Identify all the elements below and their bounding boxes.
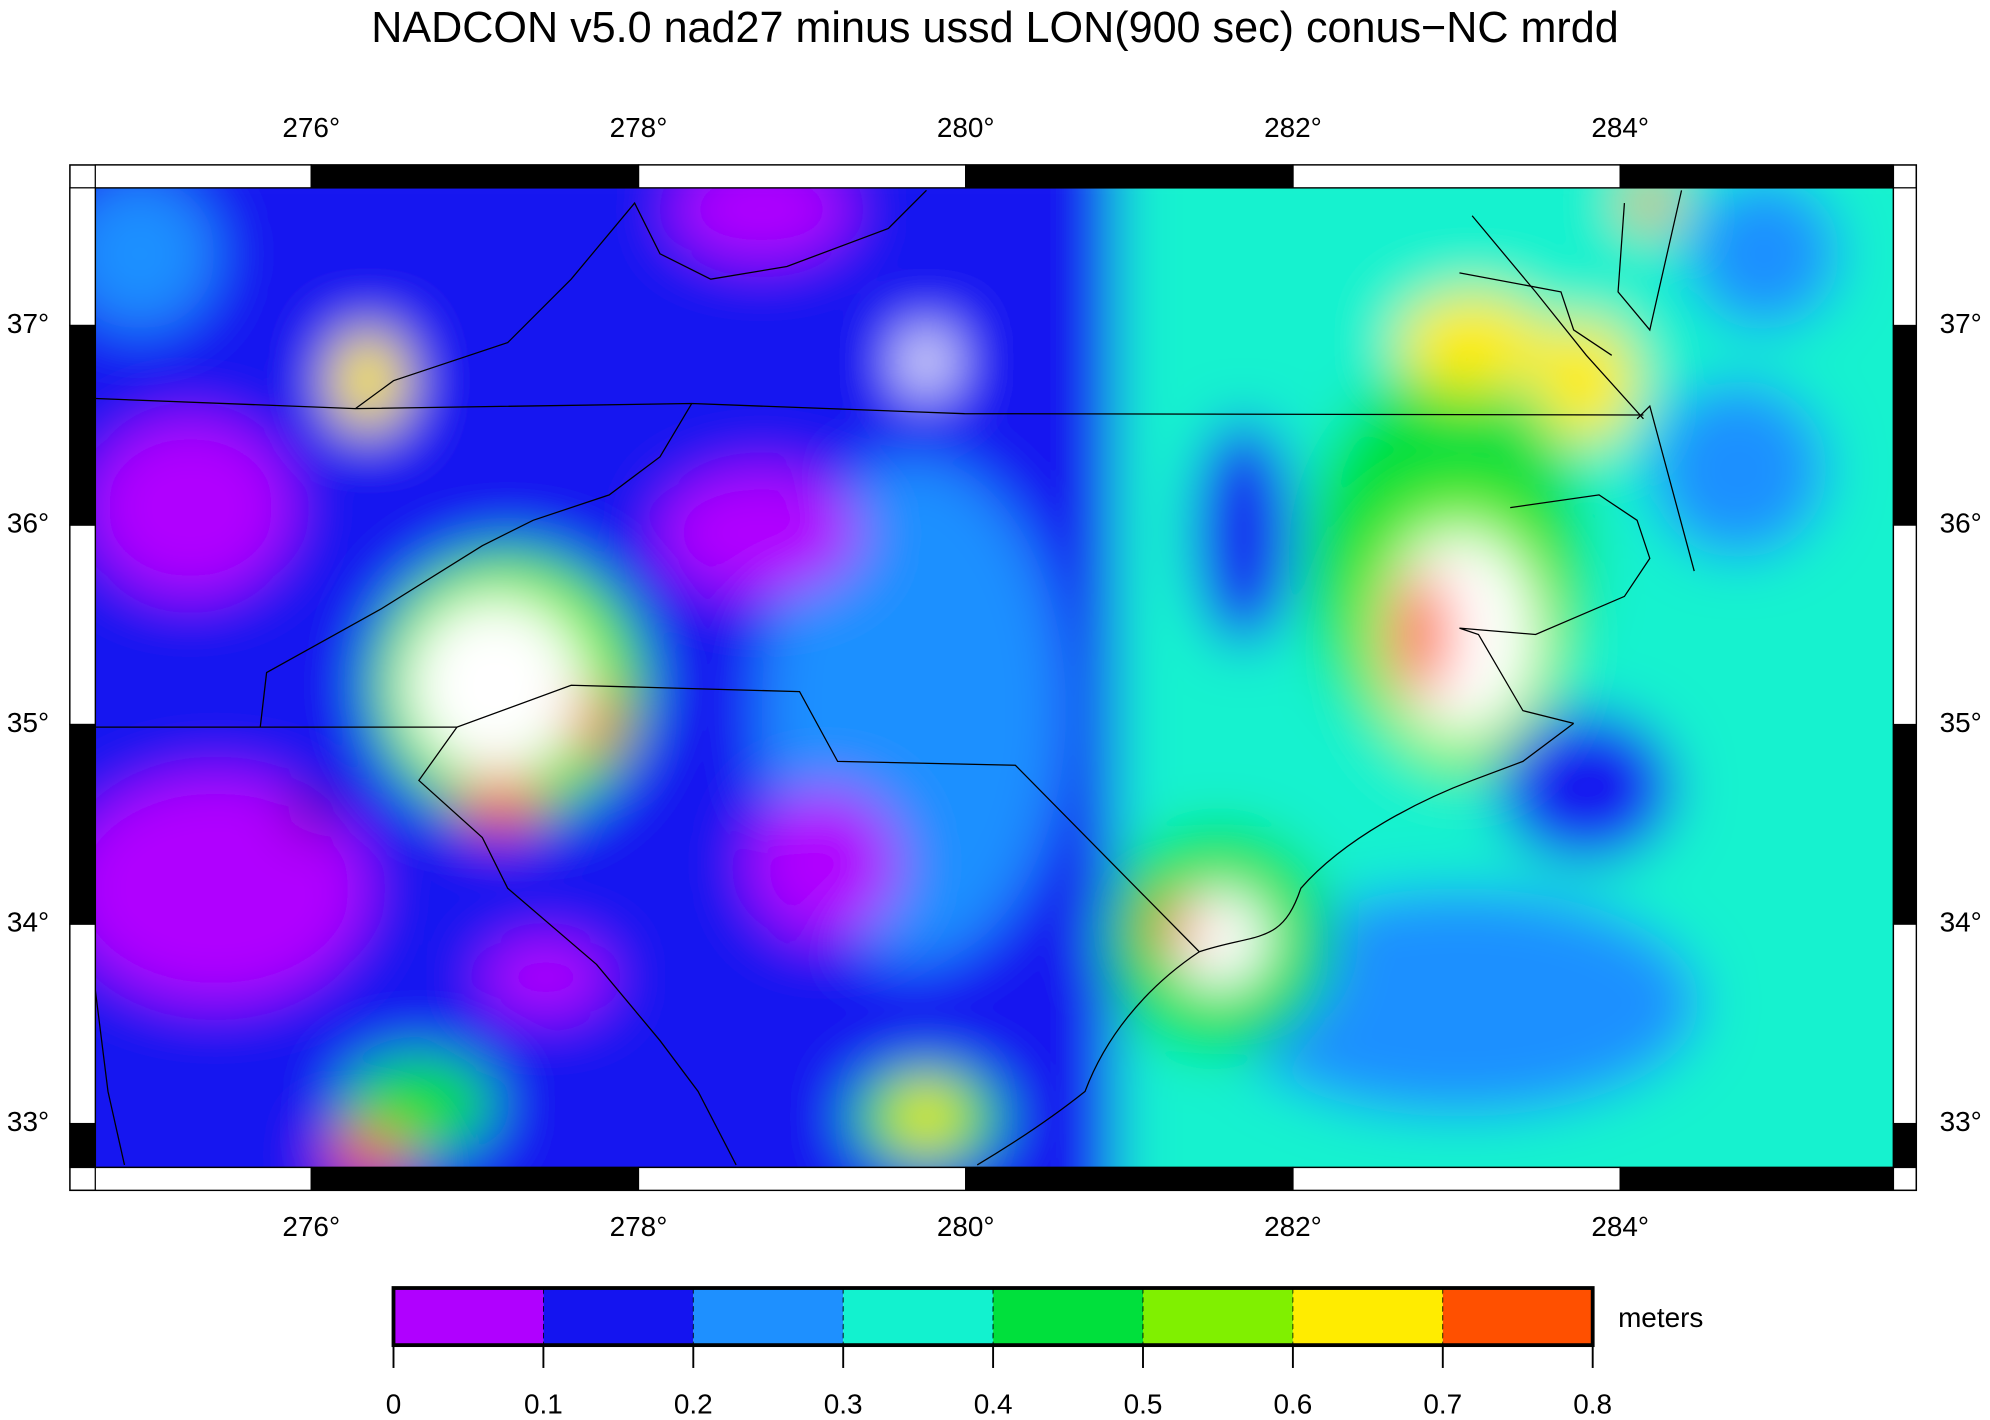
- colorbar-tick-label: 0: [386, 1388, 402, 1419]
- y-tick-label: 35°: [1940, 707, 1982, 738]
- y-tick-label: 36°: [1940, 507, 1982, 538]
- colorbar-tick-label: 0.6: [1273, 1388, 1312, 1419]
- colorbar-segment: [393, 1287, 544, 1346]
- map-title: NADCON v5.0 nad27 minus ussd LON(900 sec…: [371, 4, 1619, 52]
- frame-band: [310, 1166, 640, 1191]
- frame-band: [1292, 1166, 1621, 1191]
- x-tick-label: 276°: [282, 112, 340, 143]
- y-tick-label: 36°: [7, 507, 49, 538]
- frame-band: [1892, 324, 1917, 526]
- colorbar-segment: [1292, 1287, 1444, 1346]
- x-tick-label: 278°: [610, 1211, 668, 1242]
- boundaries: [95, 189, 1695, 1166]
- colorbar-tick-label: 0.3: [824, 1388, 863, 1419]
- colorbar-segment: [1442, 1287, 1594, 1346]
- colorbar-tick-label: 0.2: [674, 1388, 713, 1419]
- y-tick-label: 37°: [7, 308, 49, 339]
- frame-band: [1619, 164, 1895, 189]
- colorbar-unit: meters: [1618, 1302, 1703, 1333]
- frame-band: [965, 164, 1294, 189]
- frame-band: [69, 187, 96, 327]
- x-tick-label: 282°: [1264, 1211, 1322, 1242]
- x-tick-label: 280°: [937, 112, 995, 143]
- frame-band: [94, 164, 312, 189]
- x-tick-label: 284°: [1591, 112, 1649, 143]
- colorbar: 0 0.1 0.2 0.3 0.4 0.5 0.6 0.7 0.8 meters: [386, 1286, 1703, 1419]
- x-tick-label: 276°: [282, 1211, 340, 1242]
- colorbar-tick-label: 0.1: [524, 1388, 563, 1419]
- colorbar-segment: [1142, 1287, 1294, 1346]
- frame-band: [69, 1122, 96, 1169]
- frame-band: [1892, 923, 1917, 1125]
- colorbar-segment: [992, 1287, 1144, 1346]
- frame-band: [1892, 524, 1917, 726]
- x-tick-label: 284°: [1591, 1211, 1649, 1242]
- frame-band: [965, 1166, 1294, 1191]
- frame-band: [69, 524, 96, 726]
- y-tick-label: 37°: [1940, 308, 1982, 339]
- frame-band: [1619, 1166, 1895, 1191]
- colorbar-tick-label: 0.5: [1124, 1388, 1163, 1419]
- frame-band: [637, 164, 967, 189]
- frame-band: [310, 164, 640, 189]
- colorbar-tick-label: 0.8: [1573, 1388, 1612, 1419]
- data-field: [95, 187, 1894, 1168]
- x-tick-label: 280°: [937, 1211, 995, 1242]
- frame-band: [1892, 723, 1917, 925]
- frame-band: [1892, 187, 1917, 327]
- frame-band: [1892, 1122, 1917, 1169]
- colorbar-segment: [842, 1287, 994, 1346]
- y-tick-label: 35°: [7, 707, 49, 738]
- frame-band: [94, 1166, 312, 1191]
- frame-band: [69, 324, 96, 526]
- frame-band: [1292, 164, 1621, 189]
- frame-band: [637, 1166, 967, 1191]
- colorbar-tick-label: 0.7: [1423, 1388, 1462, 1419]
- x-tick-label: 282°: [1264, 112, 1322, 143]
- x-tick-label: 278°: [610, 112, 668, 143]
- frame-band: [69, 723, 96, 925]
- frame-band: [69, 923, 96, 1125]
- y-tick-label: 33°: [7, 1106, 49, 1137]
- colorbar-segment: [543, 1287, 694, 1346]
- y-tick-label: 33°: [1940, 1106, 1982, 1137]
- colorbar-segment: [692, 1287, 844, 1346]
- y-tick-label: 34°: [7, 906, 49, 937]
- map-frame: 276° 276° 278° 278° 280° 280° 282° 282° 284° 284°…: [7, 112, 1982, 1242]
- colorbar-tick-label: 0.4: [974, 1388, 1013, 1419]
- y-tick-label: 34°: [1940, 906, 1982, 937]
